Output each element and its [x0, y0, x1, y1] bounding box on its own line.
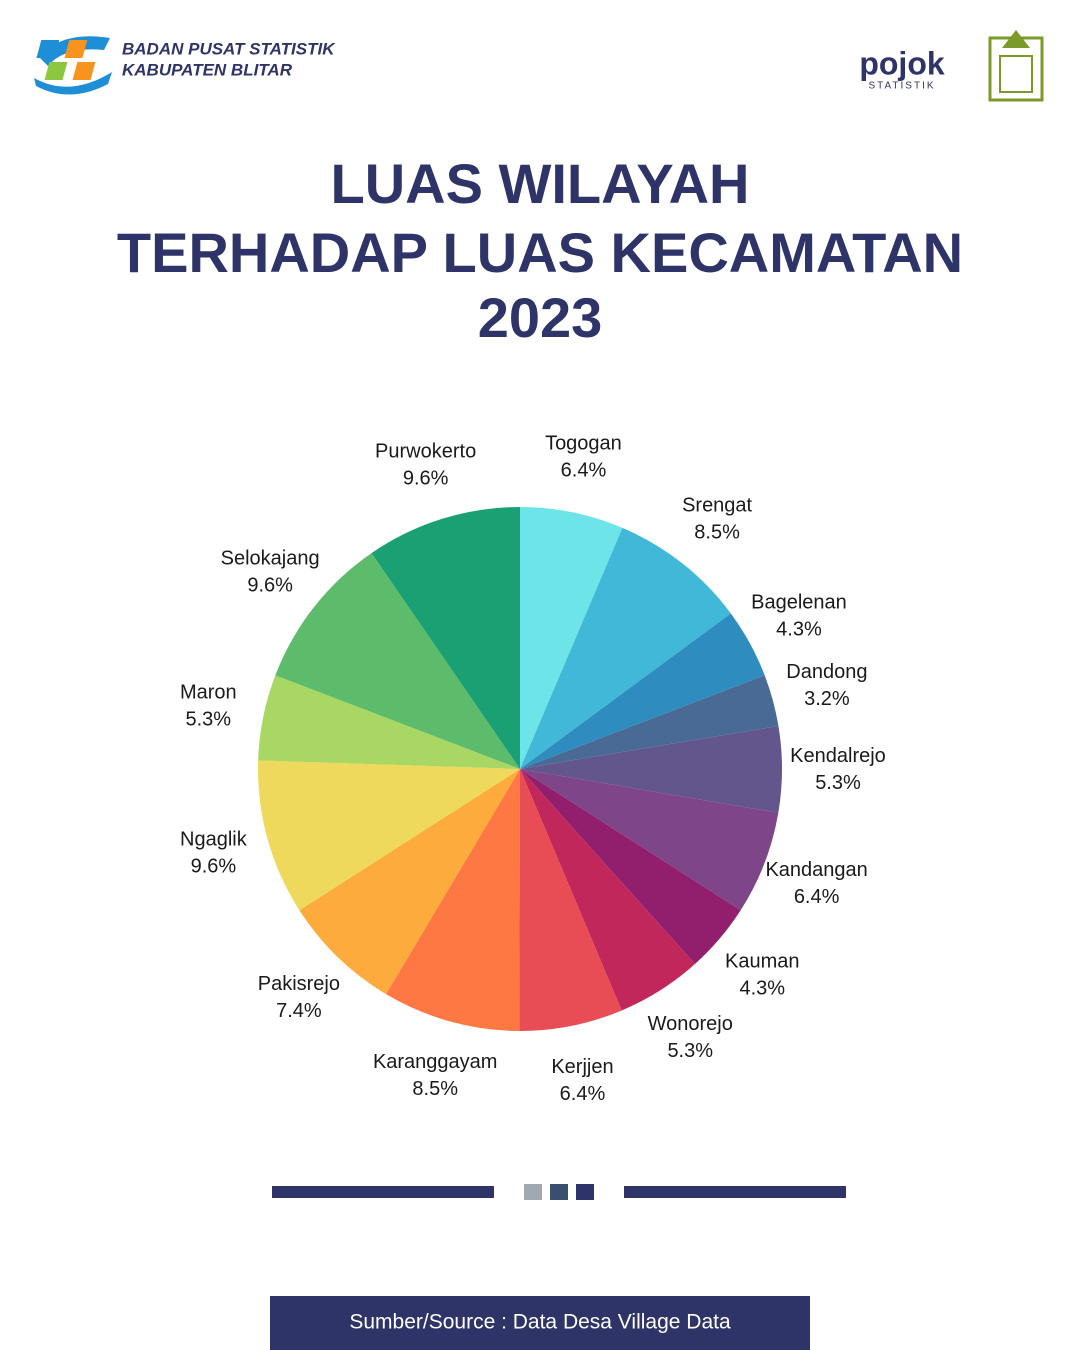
slice-label: Bagelenan	[751, 592, 847, 614]
slice	[520, 527, 731, 769]
pie: Togogan 6.4% Srengat 8.5% Bagelenan 4.3% Dando…	[180, 433, 886, 1105]
slice	[299, 769, 520, 995]
source: Sumber/Source : Data Desa Village Data	[349, 1311, 731, 1334]
org-name: BADAN PUSAT STATISTIK	[122, 39, 336, 58]
slice-value: 5.3%	[815, 772, 861, 794]
slice-label: Kauman	[725, 950, 800, 972]
slice	[520, 769, 741, 965]
slice	[258, 675, 520, 769]
slice-value: 4.3%	[776, 619, 822, 641]
slice-label: Kandangan	[765, 859, 867, 881]
slice-value: 5.3%	[185, 708, 231, 730]
slice	[520, 769, 695, 1011]
slice-value: 9.6%	[247, 575, 293, 597]
divider	[272, 1184, 846, 1200]
slice-label: Kerjjen	[551, 1056, 613, 1078]
slice-label: Srengat	[682, 495, 752, 517]
slice-value: 8.5%	[694, 522, 740, 544]
slice	[520, 726, 782, 813]
title: LUAS WILAYAH	[330, 152, 749, 215]
partner-sub: STATISTIK	[868, 81, 935, 92]
slice-label: Selokajang	[221, 548, 320, 570]
bps-logo	[34, 36, 112, 95]
slice-label: Togogan	[545, 433, 622, 455]
slice-label: Kendalrejo	[790, 745, 886, 767]
slice	[386, 769, 520, 1031]
slice	[371, 507, 520, 769]
slice-value: 6.4%	[561, 460, 607, 482]
slice	[257, 760, 520, 911]
slice-value: 8.5%	[412, 1078, 458, 1100]
title: 2023	[478, 286, 603, 349]
slice-value: 7.4%	[276, 1000, 322, 1022]
slice	[520, 675, 779, 769]
slice-value: 6.4%	[560, 1083, 606, 1105]
slice	[520, 613, 765, 769]
slice-label: Maron	[180, 681, 237, 703]
org-name: KABUPATEN BLITAR	[122, 60, 293, 79]
slice-value: 9.6%	[403, 468, 449, 490]
slice-value: 4.3%	[739, 977, 785, 999]
slice-value: 5.3%	[667, 1040, 713, 1062]
slice	[520, 769, 779, 911]
slice	[275, 553, 520, 769]
partner-logo: pojok	[859, 45, 945, 81]
slice	[520, 507, 623, 769]
slice-label: Purwokerto	[375, 441, 476, 463]
slice-label: Wonorejo	[648, 1013, 733, 1035]
slice-label: Dandong	[786, 661, 867, 683]
slice-value: 9.6%	[191, 856, 237, 878]
unu-logo	[988, 30, 1044, 102]
slice-value: 6.4%	[794, 886, 840, 908]
slice	[519, 769, 622, 1031]
footer-box	[270, 1296, 810, 1350]
slice-label: Ngaglik	[180, 829, 248, 851]
slice-value: 3.2%	[804, 688, 850, 710]
slice-label: Pakisrejo	[258, 973, 340, 995]
title: TERHADAP LUAS KECAMATAN	[117, 221, 963, 284]
slice-label: Karanggayam	[373, 1051, 498, 1073]
